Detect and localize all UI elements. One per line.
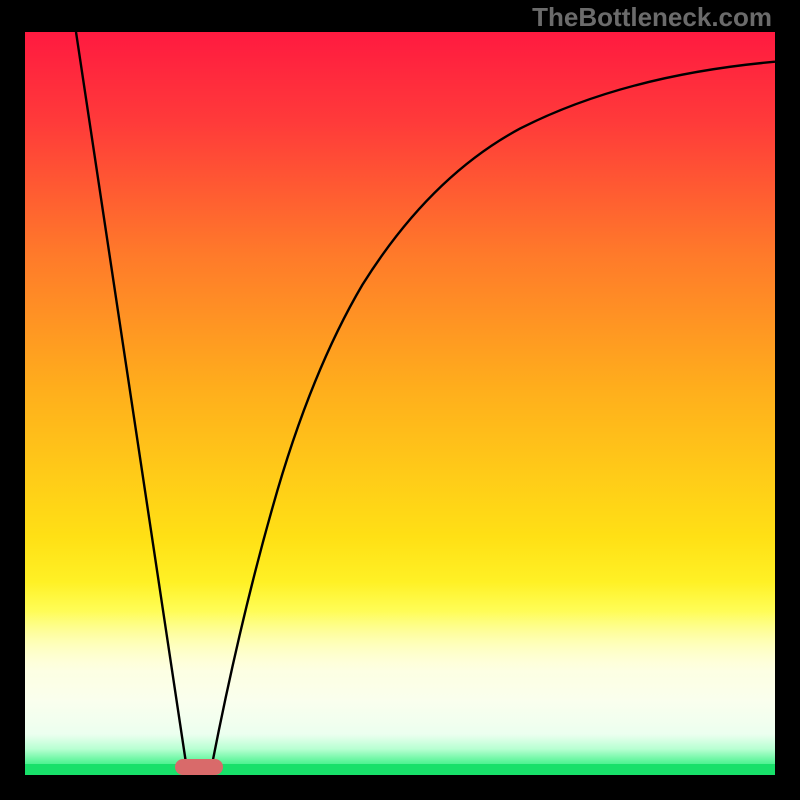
frame-left bbox=[0, 0, 25, 800]
plot-area bbox=[25, 32, 775, 775]
left-line bbox=[76, 32, 187, 770]
frame-bottom bbox=[0, 775, 800, 800]
frame-right bbox=[775, 0, 800, 800]
chart-container: TheBottleneck.com bbox=[0, 0, 800, 800]
right-curve bbox=[211, 62, 775, 770]
bottleneck-marker bbox=[175, 759, 223, 775]
curve-layer bbox=[25, 32, 775, 775]
watermark-text: TheBottleneck.com bbox=[532, 2, 772, 33]
